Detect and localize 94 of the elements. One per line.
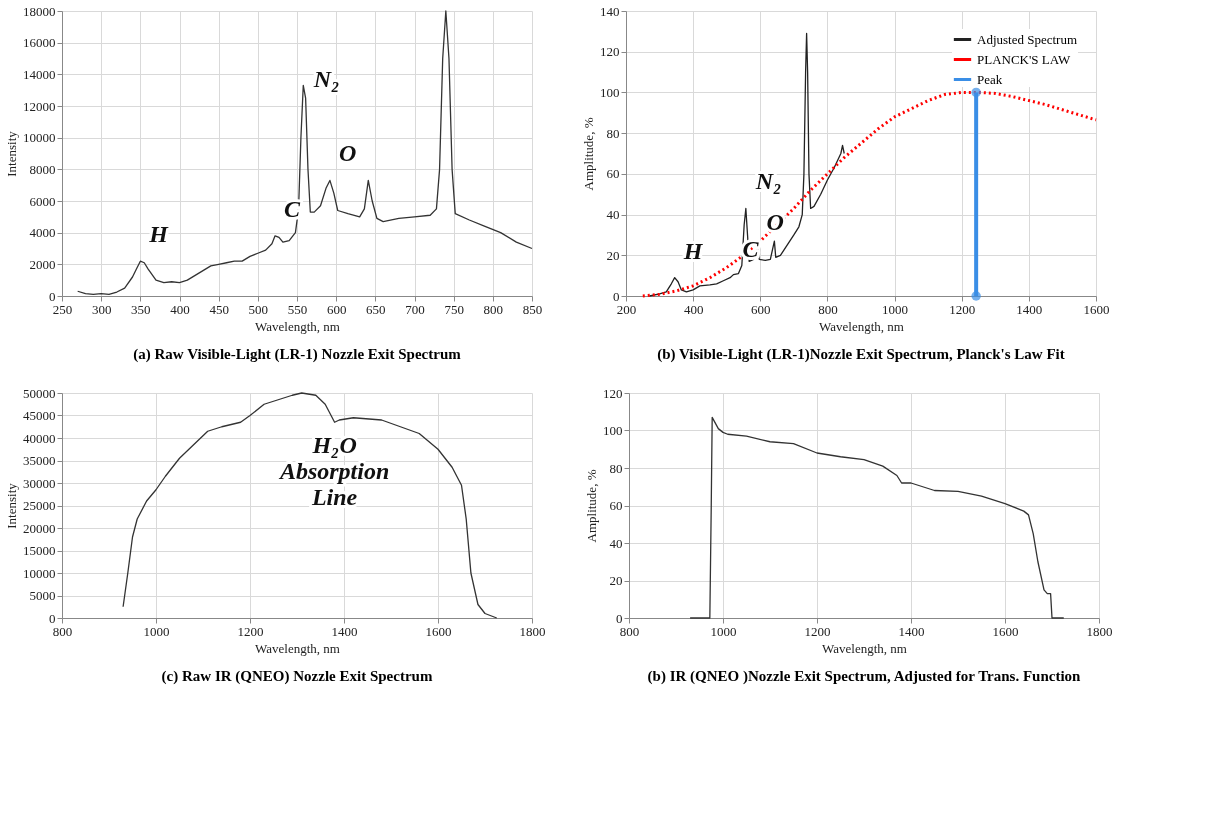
y-tick-label: 35000 [23, 453, 56, 468]
x-tick-label: 200 [616, 301, 637, 317]
line-series [648, 32, 845, 297]
text: (a) Raw Visible-Light (LR-1) Nozzle Exit Spectrum [133, 346, 462, 363]
y-axis-title: Amplitude, % [584, 469, 599, 543]
y-tick-label: 20 [606, 247, 620, 263]
y-tick-label: 0 [616, 610, 623, 626]
y-tick-label: 18000 [23, 3, 56, 19]
y-axis-title: Intensity [4, 130, 19, 177]
x-tick-label: 1400 [1016, 301, 1043, 317]
text: (b) Visible-Light (LR-1)Nozzle Exit Spectrum, Planck's Law Fit [657, 346, 1065, 363]
x-tick-label: 700 [405, 301, 425, 317]
y-axis-title: Amplitude, % [581, 117, 596, 191]
x-tick-label: 1000 [710, 623, 737, 639]
x-tick-label: 1000 [143, 623, 170, 639]
x-tick-label: 1800 [519, 623, 546, 639]
y-tick-label: 50000 [23, 385, 56, 401]
y-tick-label: 20 [609, 573, 623, 588]
y-tick-label: 14000 [23, 66, 56, 82]
x-tick-label: 1600 [425, 623, 452, 639]
annotation: O [338, 140, 357, 167]
y-tick-label: 120 [603, 385, 623, 401]
y-tick-label: 12000 [23, 98, 56, 114]
x-tick-label: 500 [248, 301, 269, 317]
y-tick-label: 80 [609, 460, 623, 476]
y-tick-label: 140 [600, 3, 620, 19]
x-tick-label: 1400 [331, 623, 358, 639]
x-axis-title: Wavelength, nm [255, 318, 340, 334]
y-tick-label: 16000 [23, 35, 56, 51]
y-axis-title: Intensity [4, 482, 19, 529]
y-tick-label: 40 [606, 207, 620, 223]
x-tick-label: 550 [287, 301, 308, 317]
x-tick-label: 800 [818, 301, 838, 317]
line-series [689, 416, 1065, 619]
x-axis-title: Wavelength, nm [822, 640, 907, 656]
y-tick-label: 120 [600, 44, 620, 60]
x-tick-label: 1200 [804, 623, 831, 639]
x-tick-label: 1600 [1083, 301, 1110, 317]
y-tick-label: 0 [49, 288, 56, 304]
annotation: N₂ [754, 168, 782, 195]
x-tick-label: 850 [522, 301, 543, 317]
y-tick-label: 20000 [23, 520, 56, 536]
x-tick-label: 1200 [237, 623, 264, 639]
x-tick-label: 800 [483, 301, 504, 317]
x-tick-label: 800 [619, 623, 640, 639]
x-tick-label: 1600 [992, 623, 1019, 639]
y-tick-label: 10000 [23, 130, 56, 146]
x-tick-label: 1000 [882, 301, 909, 317]
y-tick-label: 45000 [23, 408, 56, 423]
y-tick-label: 60 [609, 498, 623, 513]
text: (b) IR (QNEO )Nozzle Exit Spectrum, Adjusted for Trans. Function [647, 668, 1082, 685]
y-tick-label: 100 [600, 84, 620, 100]
y-tick-label: 8000 [29, 161, 56, 177]
text: (c) Raw IR (QNEO) Nozzle Exit Spectrum [161, 668, 433, 685]
y-tick-label: 2000 [29, 256, 56, 272]
x-tick-label: 400 [170, 301, 190, 317]
x-tick-label: 1400 [898, 623, 925, 639]
x-tick-label: 250 [52, 301, 73, 317]
x-axis-title: Wavelength, nm [255, 640, 340, 656]
x-axis-title: Wavelength, nm [819, 318, 904, 334]
legend-label: Adjusted Spectrum [977, 31, 1078, 47]
x-tick-label: 600 [751, 301, 771, 317]
x-tick-label: 800 [52, 623, 73, 639]
y-tick-label: 15000 [23, 543, 56, 558]
annotation: O [766, 209, 784, 236]
x-tick-label: 350 [131, 301, 151, 317]
x-tick-label: 600 [326, 301, 347, 317]
annotation: H [148, 221, 170, 248]
y-tick-label: 40 [609, 535, 623, 551]
x-tick-label: 400 [683, 301, 704, 317]
y-tick-label: 80 [606, 125, 620, 141]
y-tick-label: 6000 [29, 193, 56, 209]
x-tick-label: 300 [91, 301, 112, 317]
x-tick-label: 450 [209, 301, 229, 317]
y-tick-label: 40000 [23, 430, 56, 446]
y-tick-label: 60 [606, 166, 620, 182]
y-tick-label: 5000 [29, 588, 56, 603]
x-tick-label: 650 [366, 301, 386, 317]
line-series [122, 392, 498, 619]
legend-label: Peak [977, 71, 1003, 87]
y-tick-label: 100 [603, 423, 623, 438]
y-tick-label: 0 [49, 610, 56, 626]
legend-label: PLANCK'S LAW [977, 51, 1072, 67]
x-tick-label: 750 [444, 301, 464, 317]
annotation: H [682, 237, 704, 264]
annotation: H₂O Absorption Line [277, 432, 390, 511]
y-tick-label: 10000 [23, 565, 56, 581]
y-tick-label: 0 [613, 288, 620, 304]
x-tick-label: 1800 [1086, 623, 1113, 639]
y-tick-label: 30000 [23, 475, 56, 491]
y-tick-label: 25000 [23, 498, 56, 513]
annotation: N₂ [312, 66, 340, 92]
x-tick-label: 1200 [949, 301, 976, 317]
y-tick-label: 4000 [29, 225, 56, 241]
